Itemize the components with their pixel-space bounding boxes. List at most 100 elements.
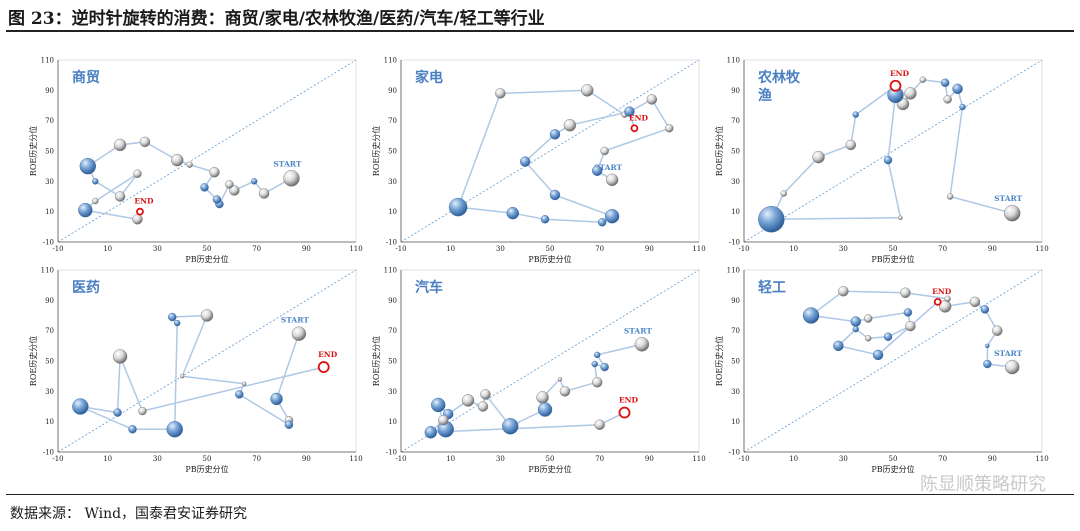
x-tick-label: 10	[446, 455, 455, 463]
panel-title: 商贸	[72, 69, 100, 86]
bubble-gray	[605, 173, 619, 187]
x-tick-label: 110	[1035, 245, 1048, 253]
bubble-blue	[952, 83, 963, 95]
x-tick-label: -10	[738, 455, 749, 463]
bubble-gray	[905, 320, 916, 332]
x-tick-label: 10	[103, 455, 112, 463]
bubble-gray	[898, 215, 903, 220]
y-tick-label: 70	[45, 117, 54, 125]
y-tick-label: 70	[388, 327, 397, 335]
x-tick-label: 50	[203, 455, 212, 463]
y-tick-label: -10	[729, 449, 740, 457]
bubble-blue	[600, 362, 609, 372]
bubble-gray	[536, 391, 549, 404]
bubble-blue	[92, 178, 99, 185]
y-tick-label: 70	[388, 117, 397, 125]
top-rule	[6, 30, 1074, 32]
y-tick-label: 90	[388, 87, 397, 95]
bubble-blue	[591, 360, 598, 368]
bubble-gray	[559, 386, 571, 397]
x-tick-label: 30	[839, 245, 848, 253]
bubble-blue	[79, 157, 97, 175]
bubble-gray	[845, 139, 856, 151]
bubble-gray	[563, 119, 577, 132]
y-tick-label: 30	[45, 178, 54, 186]
bubble-gray	[200, 309, 214, 322]
bubble-gray	[438, 414, 449, 426]
bubble-gray	[229, 185, 240, 196]
bubble-gray	[139, 136, 151, 148]
plot-area	[400, 269, 700, 453]
bubble-gray	[114, 191, 126, 202]
start-label: START	[994, 194, 1023, 203]
source-note: 数据来源： Wind，国泰君安证券研究	[10, 506, 248, 522]
start-label: START	[994, 349, 1023, 358]
bubble-gray	[133, 169, 142, 178]
bubble-blue	[113, 408, 122, 417]
scatter-chart: -10 10 30 50 70 90 110 110 90 70 50 30 10 -10 PB历史分位 RO…	[714, 267, 1049, 475]
x-tick-label: 50	[546, 455, 555, 463]
x-tick-label: 10	[789, 245, 798, 253]
y-tick-label: -10	[43, 239, 54, 247]
scatter-chart: -10 10 30 50 70 90 110 110 90 70 50 30 10 -10 PB历史分位 RO…	[28, 57, 363, 265]
bubble-gray	[581, 84, 594, 97]
end-marker	[618, 406, 631, 419]
y-tick-label: 10	[45, 418, 54, 426]
panel-title: 家电	[415, 69, 443, 86]
y-tick-label: 50	[731, 148, 740, 156]
x-tick-label: 70	[595, 455, 604, 463]
bubble-blue	[72, 398, 89, 415]
bubble-blue	[200, 183, 209, 192]
y-tick-label: -10	[386, 449, 397, 457]
bubble-blue	[983, 359, 992, 369]
bubble-gray	[969, 296, 981, 308]
x-tick-label: 70	[938, 245, 947, 253]
end-label: END	[932, 287, 952, 296]
bottom-rule	[6, 494, 1074, 495]
bubble-blue	[549, 129, 561, 140]
x-tick-label: 90	[302, 455, 311, 463]
y-tick-label: 10	[388, 418, 397, 426]
bubble-gray	[242, 381, 247, 386]
bubble-gray	[600, 146, 609, 156]
x-tick-label: 30	[153, 245, 162, 253]
start-label: START	[594, 163, 623, 172]
chart-panel-2: -10 10 30 50 70 90 110 110 90 70 50 30 10 -10 PB历史分位 RO…	[708, 52, 1053, 265]
y-axis-label: ROE历史分位	[28, 336, 38, 386]
bubble-gray	[112, 349, 128, 364]
y-tick-label: 30	[388, 388, 397, 396]
end-label: END	[629, 113, 649, 122]
x-tick-label: -10	[395, 245, 406, 253]
bubble-gray	[943, 95, 952, 104]
panel-title: 农林牧	[757, 69, 801, 86]
bubble-gray	[186, 161, 193, 168]
y-tick-label: 110	[41, 57, 54, 65]
bubble-gray	[838, 286, 849, 297]
x-tick-label: 70	[252, 455, 261, 463]
bubble-gray	[480, 389, 491, 400]
bubble-gray	[1005, 359, 1020, 375]
bubble-blue	[78, 202, 93, 218]
x-tick-label: 30	[839, 455, 848, 463]
x-tick-label: 110	[349, 245, 362, 253]
scatter-chart: -10 10 30 50 70 90 110 110 90 70 50 30 10 -10 PB历史分位 RO…	[28, 267, 363, 475]
bubble-blue	[883, 155, 893, 165]
end-label: END	[890, 69, 910, 78]
end-label: END	[619, 396, 639, 405]
y-tick-label: -10	[43, 449, 54, 457]
bubble-blue	[284, 420, 294, 429]
bubble-gray	[864, 335, 872, 342]
bubble-blue	[431, 397, 446, 413]
y-axis-label: ROE历史分位	[28, 126, 38, 176]
y-tick-label: 90	[45, 297, 54, 305]
y-tick-label: 90	[388, 297, 397, 305]
scatter-chart: -10 10 30 50 70 90 110 110 90 70 50 30 10 -10 PB历史分位 RO…	[714, 57, 1049, 265]
bubble-gray	[904, 87, 917, 100]
end-label: END	[318, 350, 338, 359]
bubble-blue	[235, 390, 244, 399]
x-tick-label: 90	[988, 245, 997, 253]
plot-area	[743, 269, 1043, 453]
bubble-blue	[448, 197, 468, 217]
y-tick-label: 70	[45, 327, 54, 335]
x-tick-label: 90	[988, 455, 997, 463]
